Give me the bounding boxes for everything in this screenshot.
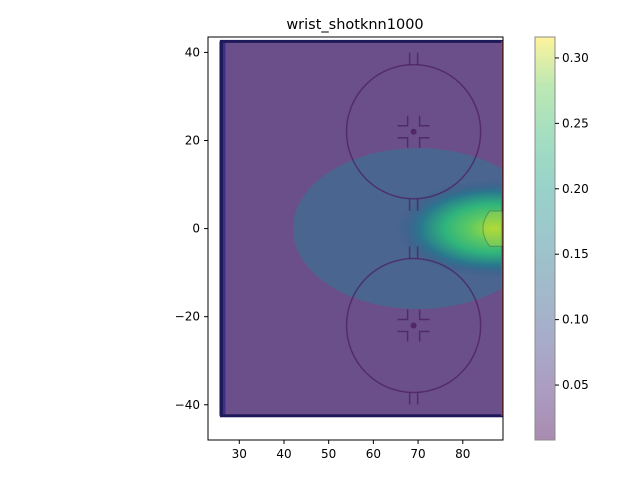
- faceoff-circle: [345, 246, 482, 405]
- colorbar: [534, 36, 556, 441]
- rink-boards: [219, 39, 503, 418]
- x-tick-label: 70: [410, 447, 425, 461]
- colorbar-axis: 0.05 0.10 0.15 0.20 0.25 0.30: [555, 51, 589, 392]
- plot-frame: [207, 36, 504, 441]
- x-tick-label: 60: [366, 447, 381, 461]
- x-tick-label: 40: [276, 447, 291, 461]
- colorbar-tick-label: 0.15: [562, 247, 589, 261]
- y-tick-label: 40: [185, 45, 200, 59]
- x-axis: 30 40 50 60 70 80: [232, 440, 470, 461]
- y-tick-label: 20: [185, 134, 200, 148]
- rink-overlay: [219, 39, 503, 418]
- x-tick-label: 80: [455, 447, 470, 461]
- x-tick-label: 50: [321, 447, 336, 461]
- colorbar-tick-label: 0.05: [562, 378, 589, 392]
- colorbar-tick-label: 0.25: [562, 116, 589, 130]
- y-axis: −40 −20 0 20 40: [175, 45, 208, 412]
- colorbar-tick-label: 0.20: [562, 182, 589, 196]
- heat-hotspot: [395, 179, 503, 278]
- colorbar-tick-label: 0.10: [562, 313, 589, 327]
- colorbar-tick-label: 0.30: [562, 51, 589, 65]
- x-tick-label: 30: [232, 447, 247, 461]
- chart-title: wrist_shotknn1000: [286, 17, 423, 33]
- goal-crease: [482, 210, 503, 247]
- y-tick-label: 0: [192, 222, 200, 236]
- y-tick-label: −40: [175, 398, 200, 412]
- y-tick-label: −20: [175, 310, 200, 324]
- faceoff-circle: [345, 52, 482, 211]
